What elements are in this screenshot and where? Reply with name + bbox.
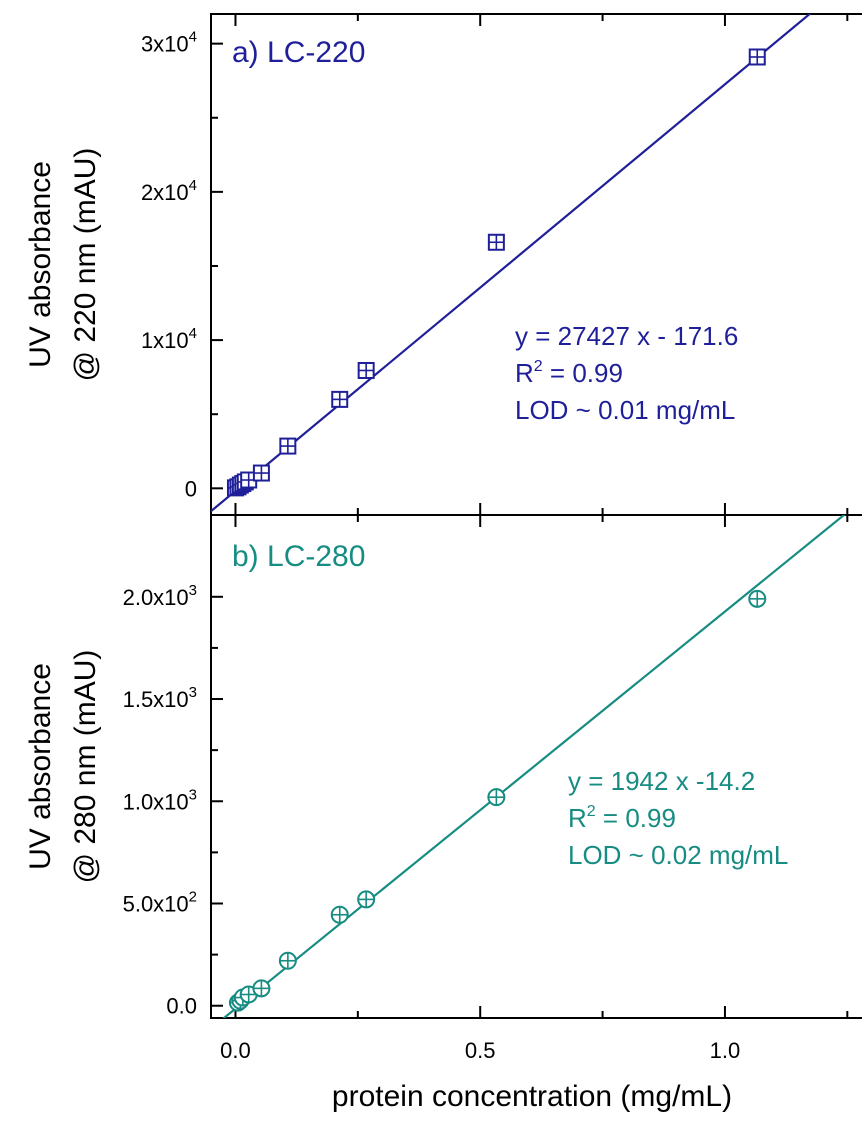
fit-line: [211, 14, 812, 513]
data-point: [279, 437, 297, 455]
data-point: [357, 890, 376, 909]
data-point: [748, 48, 766, 66]
x-tick-label: 0.0: [220, 1038, 251, 1063]
y-axis-title-line1: UV absorbance: [24, 161, 57, 368]
y-tick-label: 1x104: [141, 325, 197, 353]
data-point: [748, 589, 767, 608]
panel-label: b) LC-280: [232, 540, 365, 573]
data-point: [252, 979, 271, 998]
y-tick-label: 5.0x102: [123, 888, 197, 916]
y-tick-label: 1.5x103: [123, 684, 197, 712]
y-tick-label: 1.0x103: [123, 786, 197, 814]
x-tick-label: 0.5: [465, 1038, 496, 1063]
y-axis-title-line2: @ 220 nm (mAU): [69, 148, 102, 382]
plot-frame: [210, 514, 862, 1019]
x-axis-title: protein concentration (mg/mL): [332, 1080, 732, 1113]
data-point: [278, 951, 297, 970]
r-squared: R2 = 0.99: [515, 358, 623, 388]
y-tick-label: 2x104: [141, 177, 197, 205]
data-point: [331, 390, 349, 408]
fit-equation: y = 27427 x - 171.6: [515, 321, 738, 351]
panel-label: a) LC-220: [232, 36, 365, 69]
y-axis-title-line1: UV absorbance: [24, 663, 57, 870]
lod-text: LOD ~ 0.01 mg/mL: [515, 395, 735, 425]
fit-equation: y = 1942 x -14.2: [568, 766, 755, 796]
x-tick-label: 1.0: [710, 1038, 741, 1063]
data-point: [252, 464, 270, 482]
panel-b: 0.0 5.0x102 1.0x103 1.5x103 2.0x103 0.0 0.5 1.0…: [24, 514, 862, 1063]
y-axis-title-line2: @ 280 nm (mAU): [69, 650, 102, 884]
y-tick-label: 0: [185, 476, 197, 501]
y-tick-label: 0.0: [166, 994, 197, 1019]
data-point: [487, 233, 505, 251]
fit-line: [222, 515, 846, 1018]
data-point: [330, 905, 349, 924]
y-tick-label: 3x104: [141, 29, 197, 57]
data-point: [487, 788, 506, 807]
panel-a: 0 1x104 2x104 3x104 a) LC-220 y = 27427 x - 1…: [24, 13, 862, 516]
plot-frame: [210, 13, 862, 516]
data-point: [357, 361, 375, 379]
lod-text: LOD ~ 0.02 mg/mL: [568, 840, 788, 870]
y-tick-label: 2.0x103: [123, 582, 197, 610]
r-squared: R2 = 0.99: [568, 803, 676, 833]
